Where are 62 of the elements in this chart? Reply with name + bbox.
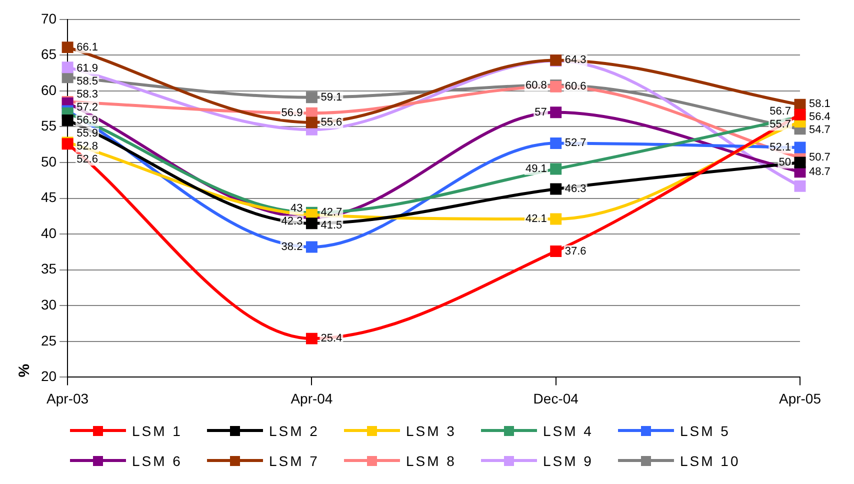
data-label: 41.5 bbox=[320, 220, 342, 232]
data-label: 56.9 bbox=[76, 114, 98, 127]
data-label: 56.4 bbox=[809, 110, 830, 123]
data-label: 43 bbox=[290, 202, 303, 215]
data-label: 52.6 bbox=[76, 154, 98, 166]
y-tick-label: 20 bbox=[40, 368, 57, 384]
y-tick-label: 40 bbox=[40, 224, 57, 241]
x-tick-label: Dec-04 bbox=[533, 390, 579, 406]
data-label: 25.4 bbox=[320, 332, 342, 345]
data-label: 60.8 bbox=[525, 79, 547, 92]
data-label: 52.8 bbox=[76, 140, 98, 153]
y-tick-label: 65 bbox=[40, 46, 57, 62]
data-label: 57.2 bbox=[76, 102, 98, 114]
data-label: 55.9 bbox=[76, 128, 98, 140]
legend-label: LSM 3 bbox=[406, 423, 456, 439]
y-tick-label: 45 bbox=[40, 189, 57, 206]
data-label: 50 bbox=[778, 156, 792, 169]
data-label: 38.2 bbox=[281, 240, 303, 253]
y-axis-title: % bbox=[16, 364, 34, 378]
legend-label: LSM 7 bbox=[269, 453, 320, 469]
y-tick-label: 50 bbox=[40, 153, 57, 170]
data-label: 50.7 bbox=[809, 152, 830, 164]
legend-label: LSM 9 bbox=[543, 453, 594, 469]
x-tick-label: Apr-03 bbox=[46, 390, 89, 406]
x-tick-label: Apr-05 bbox=[778, 390, 822, 406]
data-label: 57 bbox=[534, 106, 547, 118]
y-tick-label: 30 bbox=[40, 296, 57, 312]
legend-label: LSM 8 bbox=[406, 453, 456, 469]
data-label: 52.7 bbox=[564, 137, 586, 150]
y-tick-label: 60 bbox=[40, 82, 57, 98]
data-label: 42.3 bbox=[281, 216, 303, 228]
y-tick-label: 35 bbox=[40, 260, 57, 277]
data-label: 56.9 bbox=[281, 107, 303, 120]
legend-label: LSM 5 bbox=[680, 423, 730, 439]
data-label: 37.6 bbox=[564, 245, 586, 258]
data-label: 58.1 bbox=[809, 98, 830, 110]
data-label: 49.1 bbox=[525, 162, 547, 175]
legend-label: LSM 4 bbox=[543, 423, 594, 439]
data-label: 58.5 bbox=[76, 76, 98, 88]
data-label: 61.9 bbox=[76, 62, 98, 75]
data-label: 46.3 bbox=[564, 183, 586, 196]
x-tick-label: Apr-04 bbox=[290, 390, 333, 406]
data-label: 42.1 bbox=[525, 213, 547, 226]
y-tick-label: 25 bbox=[40, 332, 57, 348]
data-label: 42.7 bbox=[320, 206, 342, 219]
legend-label: LSM 6 bbox=[132, 453, 182, 469]
data-label: 66.1 bbox=[76, 41, 98, 54]
data-label: 55.6 bbox=[320, 116, 342, 128]
data-label: 52.1 bbox=[770, 142, 792, 154]
data-label: 55.7 bbox=[770, 118, 792, 131]
y-tick-label: 55 bbox=[40, 118, 57, 134]
data-label: 54.7 bbox=[809, 124, 830, 136]
data-label: 60.6 bbox=[564, 80, 586, 93]
legend-label: LSM 1 bbox=[132, 423, 182, 439]
data-label: 58.3 bbox=[76, 88, 98, 101]
legend-label: LSM 2 bbox=[269, 423, 320, 439]
data-label: 56.7 bbox=[770, 106, 792, 118]
data-label: 59.1 bbox=[320, 91, 342, 104]
data-label: 48.7 bbox=[809, 166, 830, 178]
y-tick-label: 70 bbox=[40, 10, 57, 26]
legend-label: LSM 10 bbox=[680, 453, 740, 469]
data-label: 64.3 bbox=[564, 54, 586, 66]
